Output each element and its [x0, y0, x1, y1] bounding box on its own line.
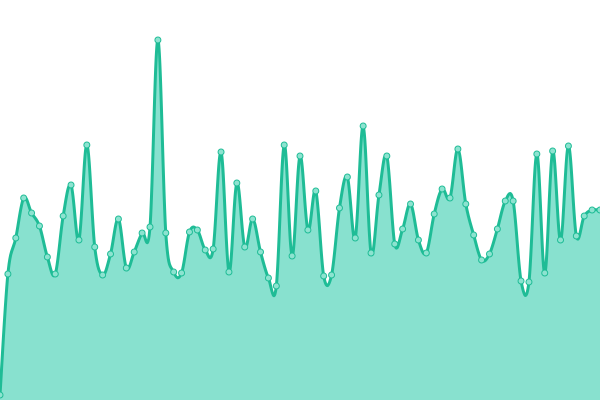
point-marker	[225, 268, 233, 276]
point-marker	[185, 228, 193, 236]
point-marker	[470, 231, 478, 239]
point-marker	[422, 249, 430, 257]
point-marker	[83, 141, 91, 149]
point-marker	[564, 142, 572, 150]
point-marker	[114, 215, 122, 223]
point-marker	[454, 145, 462, 153]
point-marker	[367, 249, 375, 257]
point-marker	[493, 225, 501, 233]
point-marker	[517, 277, 525, 285]
point-marker	[580, 212, 588, 220]
point-marker	[509, 197, 517, 205]
point-marker	[462, 200, 470, 208]
point-marker	[391, 240, 399, 248]
point-marker	[217, 148, 225, 156]
point-marker	[288, 252, 296, 260]
point-marker	[343, 173, 351, 181]
point-marker	[170, 268, 178, 276]
point-marker	[0, 391, 4, 399]
point-marker	[407, 200, 415, 208]
point-marker	[138, 229, 146, 237]
point-marker	[67, 181, 75, 189]
point-marker	[51, 270, 59, 278]
point-marker	[201, 246, 209, 254]
point-marker	[438, 185, 446, 193]
point-marker	[264, 274, 272, 282]
point-marker	[130, 248, 138, 256]
point-marker	[446, 194, 454, 202]
point-marker	[122, 264, 130, 272]
point-marker	[485, 250, 493, 258]
point-marker	[430, 210, 438, 218]
point-marker	[43, 253, 51, 261]
point-marker	[572, 232, 580, 240]
point-marker	[359, 122, 367, 130]
point-marker	[154, 36, 162, 44]
point-marker	[501, 197, 509, 205]
point-marker	[328, 271, 336, 279]
point-marker	[557, 236, 565, 244]
point-marker	[209, 245, 217, 253]
point-marker	[312, 187, 320, 195]
point-marker	[335, 204, 343, 212]
area-fill	[0, 39, 600, 400]
point-marker	[414, 236, 422, 244]
point-marker	[588, 206, 596, 214]
point-marker	[162, 229, 170, 237]
point-marker	[541, 269, 549, 277]
point-marker	[375, 191, 383, 199]
point-marker	[35, 222, 43, 230]
point-marker	[549, 147, 557, 155]
point-marker	[241, 243, 249, 251]
point-marker	[257, 248, 265, 256]
point-marker	[478, 256, 486, 264]
point-marker	[28, 209, 36, 217]
point-marker	[20, 194, 28, 202]
point-marker	[304, 226, 312, 234]
point-marker	[272, 282, 280, 290]
point-marker	[91, 243, 99, 251]
point-marker	[596, 206, 600, 214]
point-marker	[75, 236, 83, 244]
point-marker	[320, 272, 328, 280]
point-marker	[99, 271, 107, 279]
point-marker	[296, 152, 304, 160]
point-marker	[12, 234, 20, 242]
point-marker	[280, 141, 288, 149]
point-marker	[399, 225, 407, 233]
point-marker	[107, 250, 115, 258]
point-marker	[193, 226, 201, 234]
point-marker	[533, 150, 541, 158]
point-marker	[249, 215, 257, 223]
point-marker	[383, 152, 391, 160]
point-marker	[178, 269, 186, 277]
point-marker	[4, 270, 12, 278]
point-marker	[351, 234, 359, 242]
point-marker	[233, 179, 241, 187]
point-marker	[525, 278, 533, 286]
point-marker	[146, 223, 154, 231]
point-marker	[59, 212, 67, 220]
